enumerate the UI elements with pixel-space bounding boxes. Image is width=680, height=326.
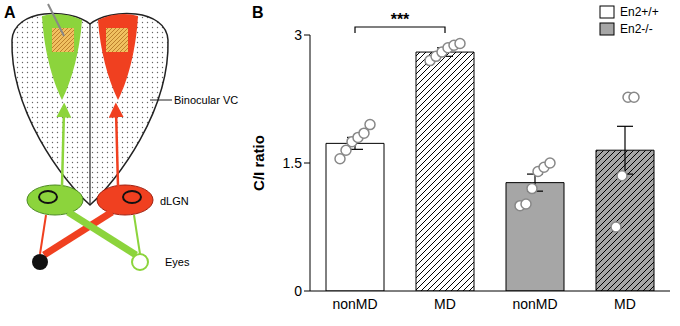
svg-text:B: B [252,4,264,21]
svg-text:dLGN: dLGN [160,195,189,207]
svg-text:En2+/+: En2+/+ [620,5,659,19]
svg-text:A: A [4,4,16,21]
svg-text:***: *** [391,11,410,28]
svg-text:En2-/-: En2-/- [620,22,653,36]
svg-text:C/I ratio: C/I ratio [250,135,267,191]
svg-text:MD: MD [434,296,456,312]
svg-text:nonMD: nonMD [512,296,557,312]
svg-text:MD: MD [614,296,636,312]
svg-text:0: 0 [294,283,302,299]
svg-text:nonMD: nonMD [332,296,377,312]
svg-text:1.5: 1.5 [283,155,303,171]
svg-text:3: 3 [294,27,302,43]
svg-text:Binocular VC: Binocular VC [174,94,238,106]
svg-text:Eyes: Eyes [165,256,190,268]
